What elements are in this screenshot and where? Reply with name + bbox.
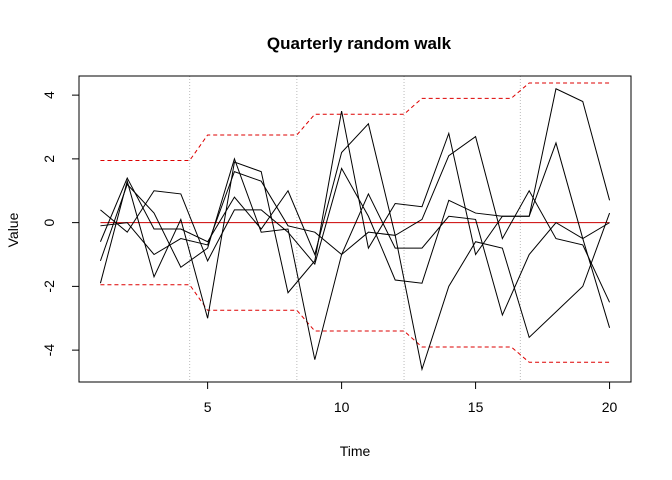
y-axis-label: Value xyxy=(5,212,21,247)
x-tick-label: 15 xyxy=(468,399,484,415)
upper-band xyxy=(100,82,610,161)
series-line-4 xyxy=(99,122,611,303)
series-line-5 xyxy=(100,170,611,372)
x-tick-label: 10 xyxy=(334,399,350,415)
vertical-guides xyxy=(189,76,521,382)
x-axis-label: Time xyxy=(340,443,371,459)
y-axis: -4 -2 0 2 4 xyxy=(41,91,80,357)
lower-band xyxy=(100,284,610,363)
y-tick-label: 4 xyxy=(41,91,57,99)
x-tick-label: 5 xyxy=(204,399,212,415)
chart-title: Quarterly random walk xyxy=(267,34,452,53)
series-lines xyxy=(99,88,611,372)
series-line-3 xyxy=(100,141,611,328)
y-tick-label: 2 xyxy=(41,155,57,163)
y-tick-label: -2 xyxy=(41,280,57,293)
series-line-1 xyxy=(99,88,611,319)
x-axis: 5 10 15 20 xyxy=(204,381,618,415)
confidence-bands xyxy=(100,82,610,363)
y-tick-label: -4 xyxy=(41,344,57,357)
x-tick-label: 20 xyxy=(602,399,618,415)
y-tick-label: 0 xyxy=(41,219,57,227)
series-line-2 xyxy=(99,157,610,360)
